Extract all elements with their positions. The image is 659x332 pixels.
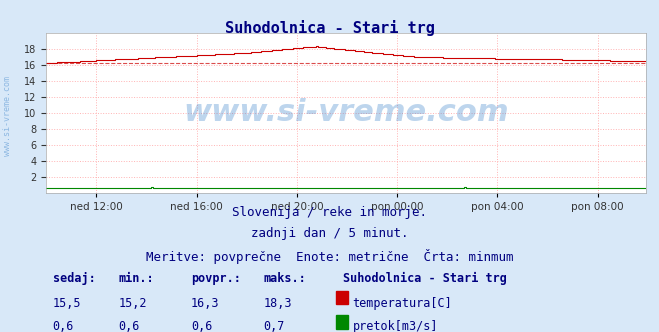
Text: Meritve: povprečne  Enote: metrične  Črta: minmum: Meritve: povprečne Enote: metrične Črta:…: [146, 249, 513, 264]
Text: 0,6: 0,6: [53, 320, 74, 332]
Text: pretok[m3/s]: pretok[m3/s]: [353, 320, 438, 332]
Text: Suhodolnica - Stari trg: Suhodolnica - Stari trg: [343, 272, 507, 285]
Text: min.:: min.:: [119, 272, 154, 285]
Text: 15,5: 15,5: [53, 297, 81, 310]
Text: 18,3: 18,3: [264, 297, 292, 310]
Text: maks.:: maks.:: [264, 272, 306, 285]
Text: povpr.:: povpr.:: [191, 272, 241, 285]
Text: Suhodolnica - Stari trg: Suhodolnica - Stari trg: [225, 20, 434, 36]
Text: 15,2: 15,2: [119, 297, 147, 310]
Text: temperatura[C]: temperatura[C]: [353, 297, 452, 310]
Text: zadnji dan / 5 minut.: zadnji dan / 5 minut.: [251, 227, 408, 240]
Text: www.si-vreme.com: www.si-vreme.com: [3, 76, 13, 156]
Text: sedaj:: sedaj:: [53, 272, 96, 285]
Text: 0,7: 0,7: [264, 320, 285, 332]
Text: Slovenija / reke in morje.: Slovenija / reke in morje.: [232, 206, 427, 219]
Text: 16,3: 16,3: [191, 297, 219, 310]
Text: 0,6: 0,6: [119, 320, 140, 332]
Text: www.si-vreme.com: www.si-vreme.com: [183, 98, 509, 127]
Text: 0,6: 0,6: [191, 320, 212, 332]
